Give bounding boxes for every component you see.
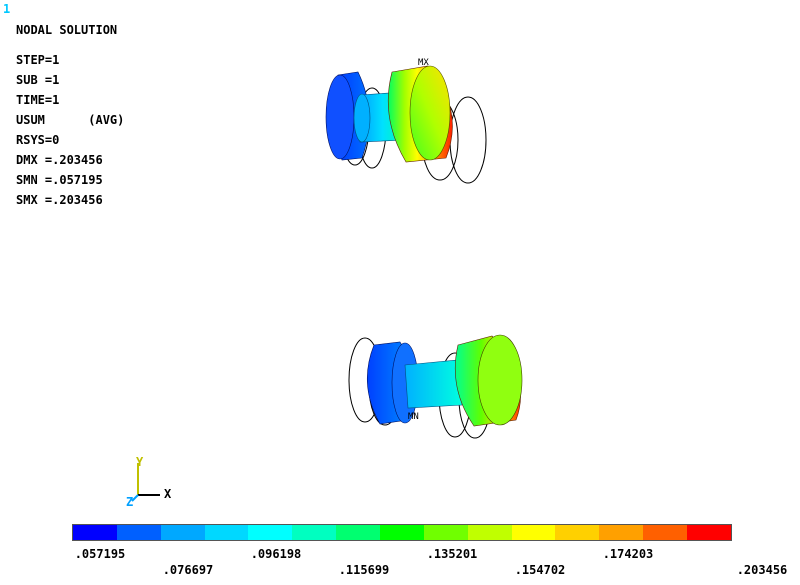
legend-value: .057195 xyxy=(74,547,126,561)
legend-value: .076697 xyxy=(162,563,214,577)
info-title: NODAL SOLUTION xyxy=(16,23,118,37)
legend-color-segment xyxy=(643,525,688,540)
legend-value: .135201 xyxy=(426,547,478,561)
info-rsys: RSYS=0 xyxy=(16,133,60,147)
solution-info-panel: NODAL SOLUTION STEP=1 SUB =1 TIME=1 USUM… xyxy=(16,22,124,212)
legend-color-segment xyxy=(116,525,161,540)
legend-color-segment xyxy=(336,525,381,540)
legend-color-segment xyxy=(248,525,293,540)
legend-value: .154702 xyxy=(514,563,566,577)
legend-color-segment xyxy=(423,525,468,540)
triad-x-label: X xyxy=(164,487,172,501)
info-smn: SMN =.057195 xyxy=(16,173,103,187)
legend-color-segment xyxy=(292,525,337,540)
min-marker-label: MN xyxy=(408,412,419,422)
legend-color-segment xyxy=(467,525,512,540)
info-dmx: DMX =.203456 xyxy=(16,153,103,167)
legend-value: .096198 xyxy=(250,547,302,561)
info-step: STEP=1 xyxy=(16,53,60,67)
legend-color-segment xyxy=(204,525,249,540)
legend-value: .115699 xyxy=(338,563,390,577)
deformed-model-top xyxy=(325,65,487,184)
info-time: TIME=1 xyxy=(16,93,60,107)
legend-color-segment xyxy=(73,525,117,540)
deformed-model-bottom xyxy=(348,334,523,439)
legend-color-segment xyxy=(599,525,644,540)
info-smx: SMX =.203456 xyxy=(16,193,103,207)
triad-y-label: Y xyxy=(136,455,144,469)
contour-legend-bar xyxy=(72,524,732,541)
max-marker-label: MX xyxy=(418,58,429,68)
coordinate-triad: Y Z X xyxy=(118,455,188,515)
legend-color-segment xyxy=(511,525,556,540)
legend-value: .174203 xyxy=(602,547,654,561)
legend-color-segment xyxy=(687,525,731,540)
legend-value: .203456 xyxy=(736,563,788,577)
legend-color-segment xyxy=(555,525,600,540)
legend-color-segment xyxy=(160,525,205,540)
info-sub: SUB =1 xyxy=(16,73,60,87)
triad-z-label: Z xyxy=(126,495,134,509)
info-result: USUM (AVG) xyxy=(16,113,125,127)
window-number: 1 xyxy=(3,2,11,16)
legend-color-segment xyxy=(380,525,424,540)
